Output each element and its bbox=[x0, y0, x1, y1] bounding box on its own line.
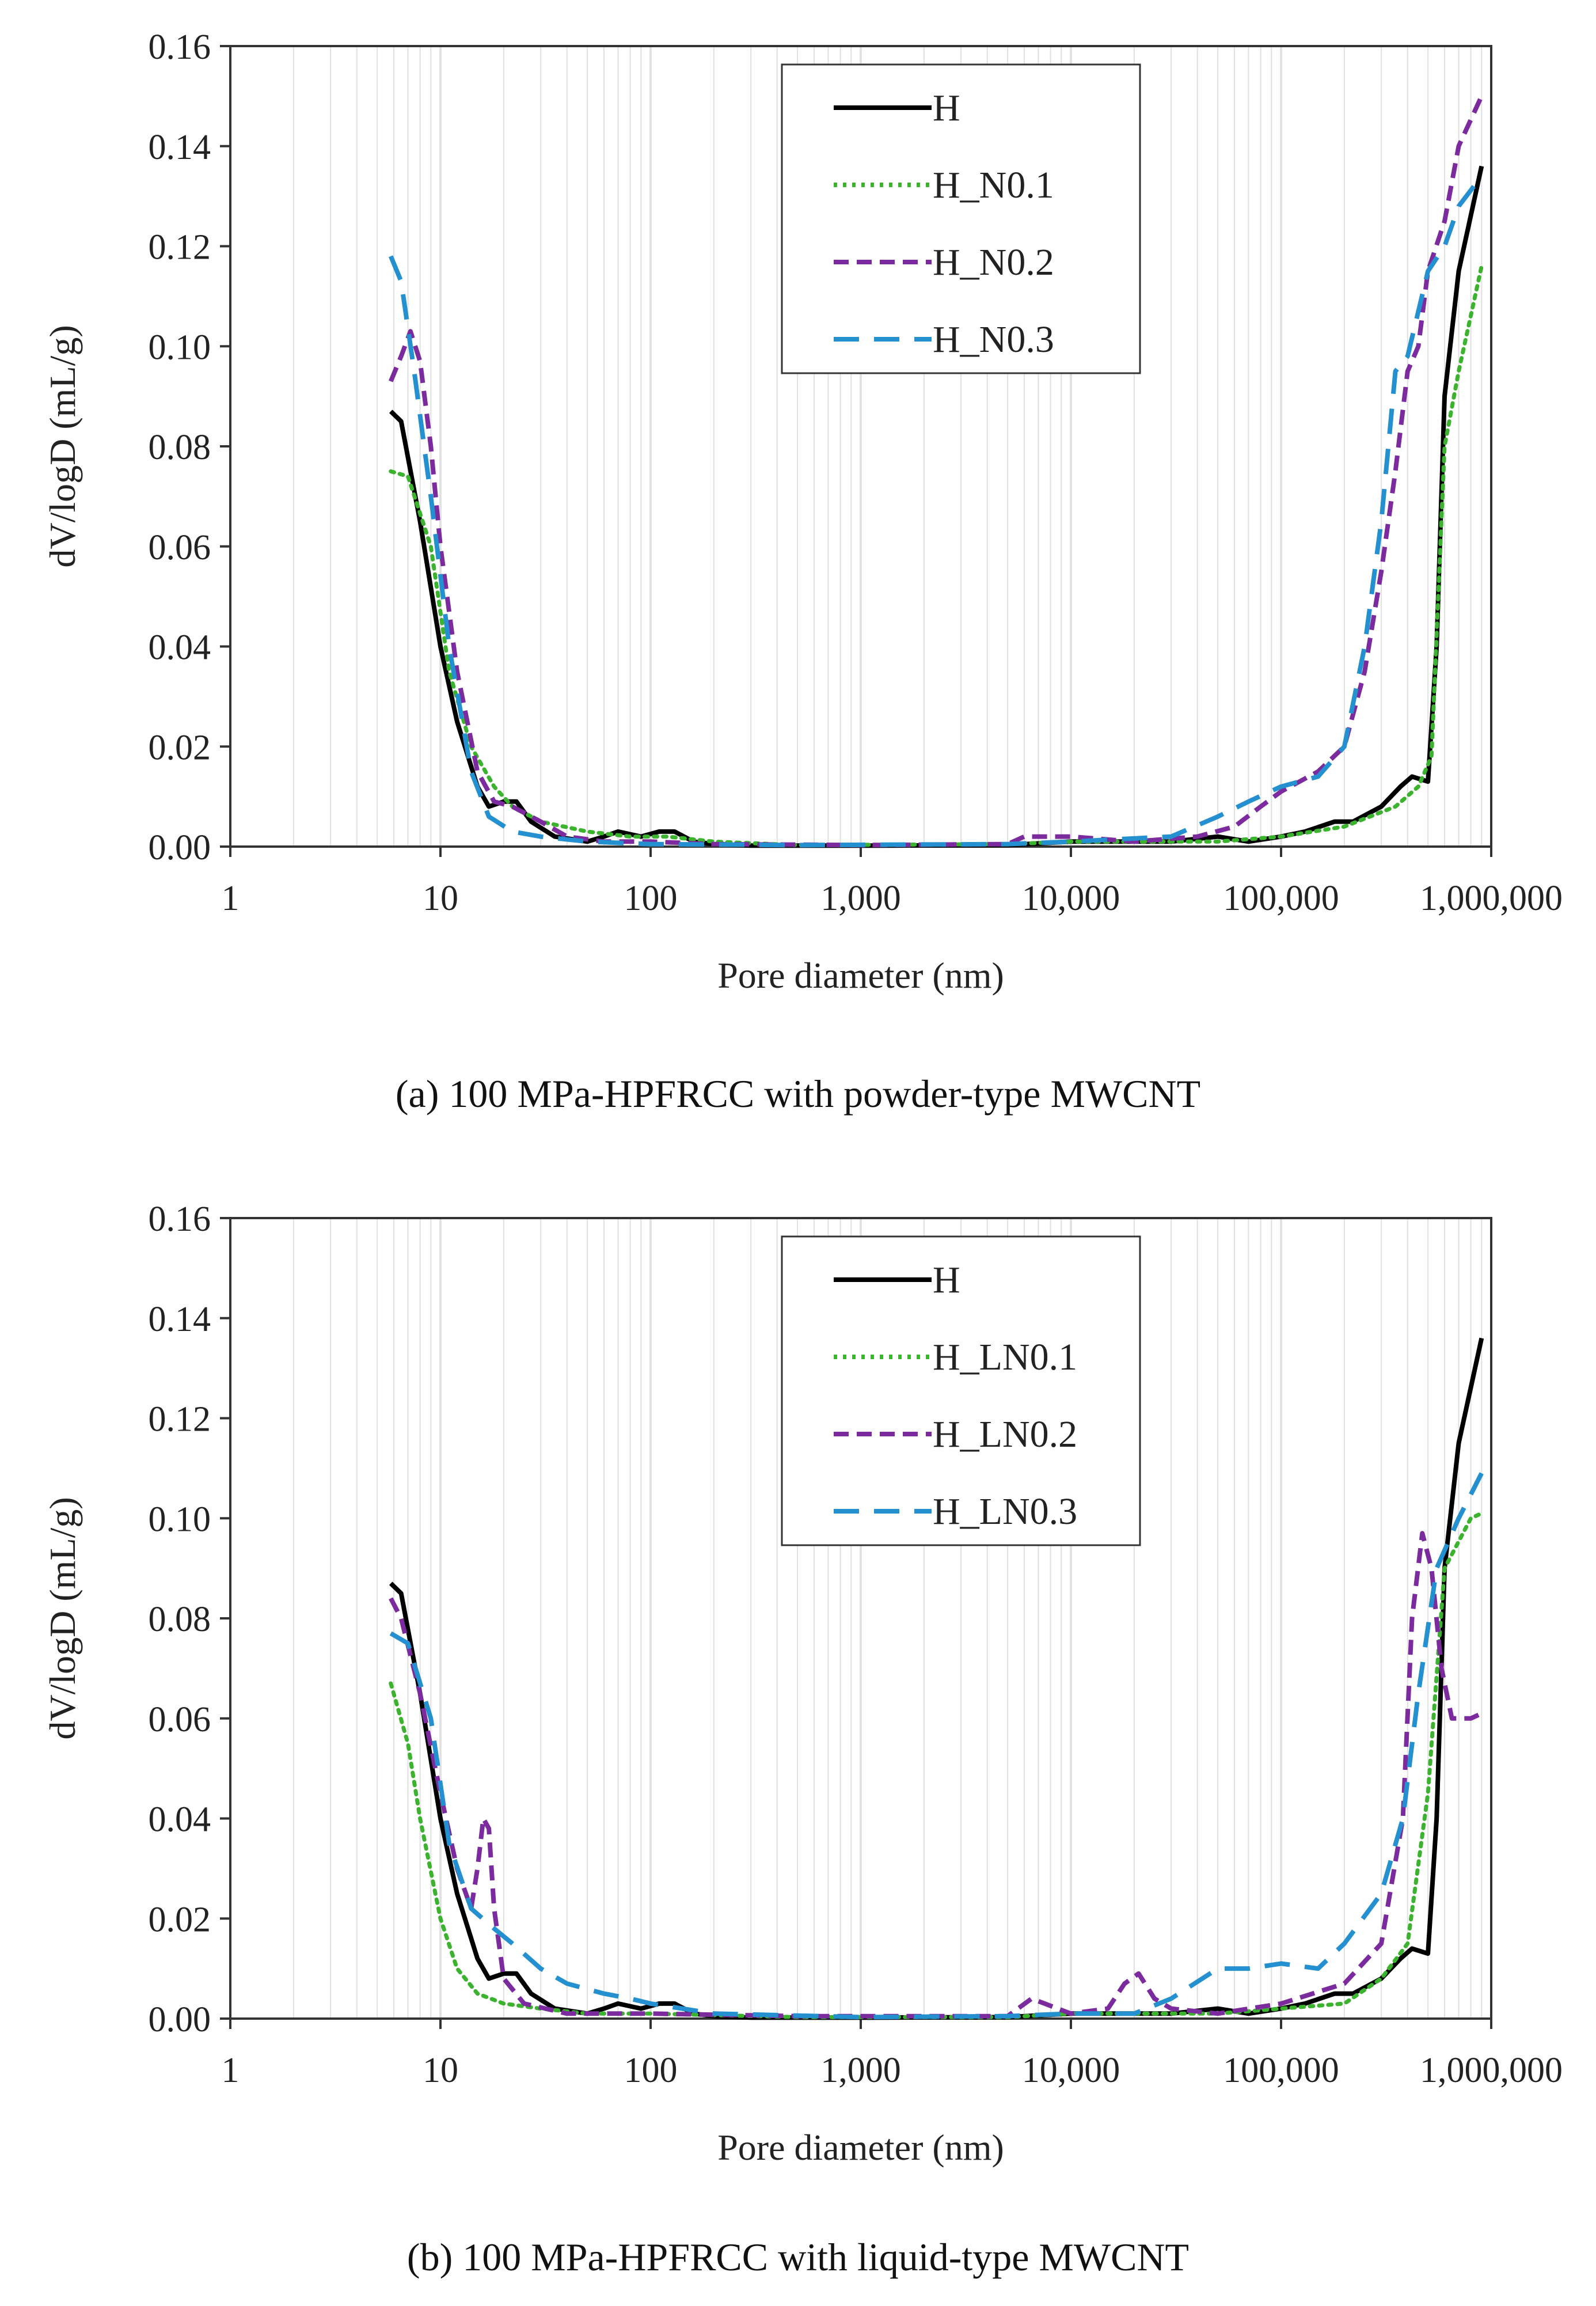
x-axis-label: Pore diameter (nm) bbox=[717, 2127, 1004, 2168]
legend-label: H_N0.1 bbox=[933, 164, 1054, 206]
y-tick-label: 0.12 bbox=[149, 1400, 211, 1439]
x-axis-label: Pore diameter (nm) bbox=[717, 955, 1004, 996]
y-tick-label: 0.04 bbox=[149, 1800, 211, 1840]
series-line-h-ln0-3 bbox=[389, 1472, 1484, 2020]
legend-box bbox=[781, 1235, 1141, 1546]
x-tick-label: 1 bbox=[222, 2051, 240, 2090]
x-tick-label: 10 bbox=[423, 879, 458, 918]
legend-label: H_LN0.3 bbox=[933, 1490, 1077, 1533]
y-tick-label: 0.12 bbox=[149, 228, 211, 267]
legend-label: H bbox=[933, 87, 960, 129]
y-tick-label: 0.08 bbox=[149, 1600, 211, 1639]
x-tick-label: 10,000 bbox=[1022, 879, 1120, 918]
grid bbox=[292, 46, 1483, 847]
legend-label: H_LN0.2 bbox=[933, 1413, 1077, 1455]
x-tick-label: 100 bbox=[624, 879, 678, 918]
y-tick-label: 0.04 bbox=[149, 628, 211, 667]
y-tick-label: 0.02 bbox=[149, 728, 211, 767]
caption-a: (a) 100 MPa-HPFRCC with powder-type MWCN… bbox=[395, 1072, 1201, 1116]
series-line-h-n0-3 bbox=[389, 175, 1484, 848]
x-tick-label: 1,000 bbox=[820, 879, 901, 918]
x-tick-label: 10,000 bbox=[1022, 2051, 1120, 2090]
y-tick-label: 0.06 bbox=[149, 1700, 211, 1739]
legend-label: H_N0.3 bbox=[933, 318, 1054, 361]
legend-label: H_N0.2 bbox=[933, 241, 1054, 283]
x-tick-label: 100 bbox=[624, 2051, 678, 2090]
x-tick-label: 1 bbox=[222, 879, 240, 918]
y-tick-label: 0.08 bbox=[149, 428, 211, 467]
series-line-h-n0-2 bbox=[389, 95, 1484, 848]
y-tick-label: 0.06 bbox=[149, 528, 211, 567]
chart-a: 0.00 0.02 0.04 0.06 0.08 0.10 0.12 0.14 0.16 1 10 1… bbox=[42, 28, 1563, 996]
legend: H H_LN0.1 H_LN0.2 H_LN0.3 bbox=[781, 1235, 1141, 1546]
y-axis-label: dV/logD (mL/g) bbox=[42, 1497, 83, 1739]
series-line-h-ln0-1 bbox=[389, 1511, 1484, 2019]
y-tick-label: 0.14 bbox=[149, 128, 211, 167]
series-line-h-n0-1 bbox=[389, 264, 1484, 847]
y-tick-label: 0.10 bbox=[149, 328, 211, 367]
legend: H H_N0.1 H_N0.2 H_N0.3 bbox=[781, 63, 1141, 374]
x-tick-label: 10 bbox=[423, 2051, 458, 2090]
legend-box bbox=[781, 63, 1141, 374]
y-tick-label: 0.14 bbox=[149, 1300, 211, 1339]
y-tick-label: 0.16 bbox=[149, 1200, 211, 1239]
caption-b: (b) 100 MPa-HPFRCC with liquid-type MWCN… bbox=[406, 2235, 1190, 2279]
y-axis-label: dV/logD (mL/g) bbox=[42, 325, 83, 567]
x-tick-label: 100,000 bbox=[1223, 2051, 1339, 2090]
x-tick-label: 100,000 bbox=[1223, 879, 1339, 918]
x-tick-label: 1,000 bbox=[820, 2051, 901, 2090]
y-tick-label: 0.10 bbox=[149, 1500, 211, 1539]
legend-label: H bbox=[933, 1259, 960, 1301]
legend-label: H_LN0.1 bbox=[933, 1336, 1077, 1378]
x-tick-label: 1,000,000 bbox=[1420, 2051, 1563, 2090]
y-tick-label: 0.02 bbox=[149, 1900, 211, 1939]
y-tick-label: 0.00 bbox=[149, 2000, 211, 2039]
chart-b: 0.00 0.02 0.04 0.06 0.08 0.10 0.12 0.14 0.16 1 10 1… bbox=[42, 1200, 1563, 2168]
y-tick-label: 0.16 bbox=[149, 28, 211, 67]
x-tick-label: 1,000,000 bbox=[1420, 879, 1563, 918]
y-tick-label: 0.00 bbox=[149, 828, 211, 867]
series-line-h-ln0-2 bbox=[389, 1531, 1483, 2019]
